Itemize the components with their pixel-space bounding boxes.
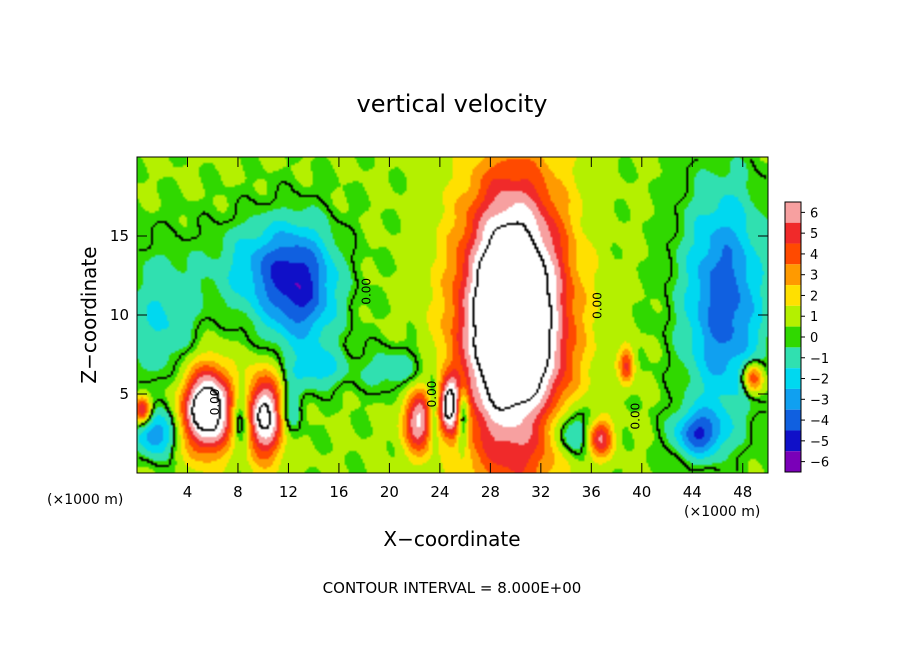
colorbar-swatch [785, 264, 801, 286]
x-tick-label: 28 [481, 483, 500, 501]
colorbar-label: −3 [810, 393, 829, 408]
colorbar-swatch [785, 409, 801, 431]
chart-title: vertical velocity [357, 90, 548, 118]
x-tick-label: 20 [380, 483, 399, 501]
x-axis-ticks: 4 8 12 16 20 24 28 32 36 40 44 48 [183, 157, 752, 501]
colorbar-label: −1 [810, 352, 829, 367]
colorbar-swatch [785, 202, 801, 223]
contour-label: 0.00 [359, 278, 373, 305]
x-tick-label: 32 [531, 483, 550, 501]
x-tick-label: 40 [632, 483, 651, 501]
y-axis-unit: (×1000 m) [47, 492, 123, 508]
colorbar-swatch [785, 243, 801, 265]
colorbar-label: 6 [810, 206, 818, 221]
colorbar-label: 2 [810, 289, 818, 304]
x-tick-label: 48 [733, 483, 752, 501]
contour-interval-note: CONTOUR INTERVAL = 8.000E+00 [323, 579, 582, 597]
x-tick-label: 8 [233, 483, 243, 501]
contour-label: 0.00 [208, 389, 222, 416]
x-axis-unit: (×1000 m) [684, 504, 760, 520]
contour-label: 0.00 [425, 381, 439, 408]
colorbar-frame [784, 201, 802, 473]
y-tick-label: 5 [119, 385, 129, 403]
colorbar-label: −2 [810, 373, 829, 388]
colorbar-swatch [785, 222, 801, 244]
colorbar-label: 4 [810, 248, 818, 263]
x-tick-label: 44 [683, 483, 702, 501]
colorbar-swatch [785, 326, 801, 348]
x-axis-title: X−coordinate [383, 527, 520, 551]
colorbar-label: 1 [810, 310, 818, 325]
x-tick-label: 12 [279, 483, 298, 501]
colorbar-label: 5 [810, 227, 818, 242]
colorbar: 6 5 4 3 2 1 0 −1 −2 −3 −4 −5 −6 [784, 201, 829, 473]
colorbar-swatch [785, 347, 801, 369]
colorbar-swatch [785, 430, 801, 452]
colorbar-label: −5 [810, 435, 829, 450]
colorbar-label: −4 [810, 414, 829, 429]
colorbar-label: 3 [810, 269, 818, 284]
y-axis-ticks: 5 10 15 [110, 227, 768, 403]
contour-label: 0.00 [590, 292, 604, 319]
y-axis-title: Z−coordinate [77, 246, 101, 383]
colorbar-label: 0 [810, 331, 818, 346]
colorbar-swatch [785, 451, 801, 472]
plot-area: 0.000.000.000.000.00 4 8 12 16 20 24 28 32 36 40 4… [110, 156, 769, 501]
colorbar-swatch [785, 388, 801, 410]
y-tick-label: 10 [110, 306, 129, 324]
contour-labels: 0.00 0.00 0.00 0.00 0.00 [208, 278, 642, 430]
colorbar-swatch [785, 368, 801, 389]
x-tick-label: 16 [329, 483, 348, 501]
colorbar-swatch [785, 285, 801, 306]
y-tick-label: 15 [110, 227, 129, 245]
colorbar-label: −6 [810, 456, 829, 471]
x-tick-label: 24 [430, 483, 449, 501]
contour-label: 0.00 [628, 403, 642, 430]
colorbar-swatch [785, 305, 801, 327]
x-tick-label: 36 [582, 483, 601, 501]
heatmap-field [137, 157, 768, 473]
x-tick-label: 4 [183, 483, 193, 501]
